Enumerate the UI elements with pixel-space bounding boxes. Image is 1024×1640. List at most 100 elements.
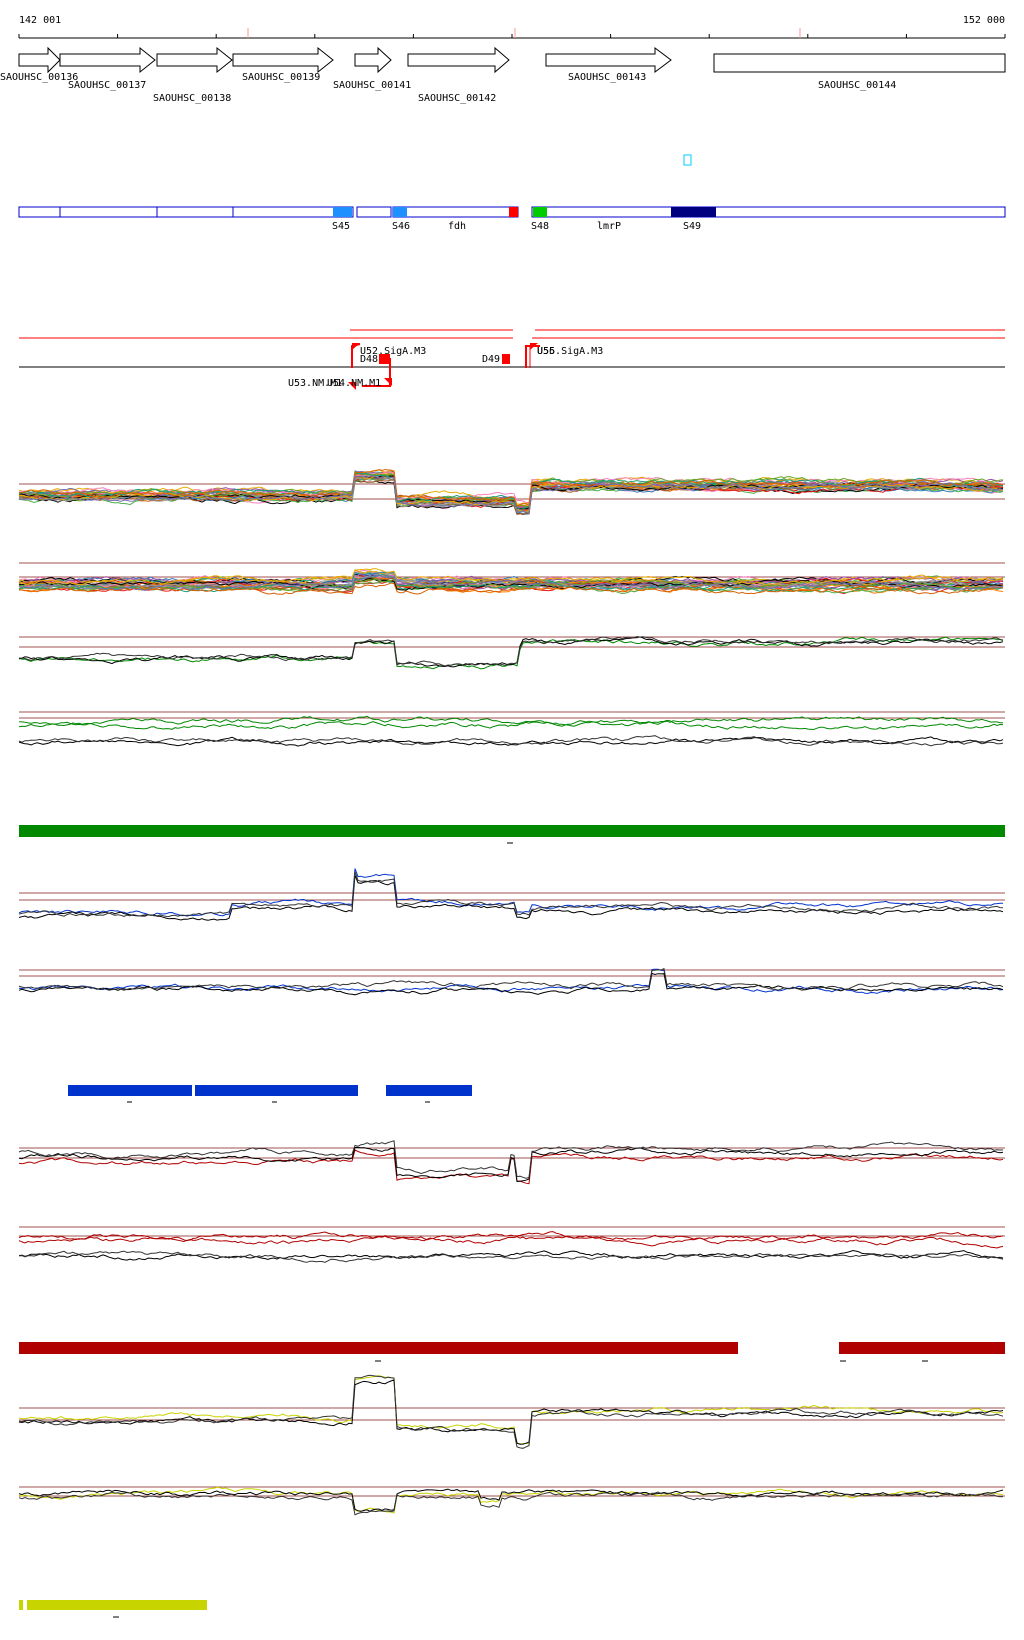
annotation-label: U52.SigA.M3	[360, 346, 426, 357]
segment-label: fdh	[448, 221, 466, 232]
annotation-bracket-D48	[362, 358, 391, 387]
annotation-label: U56	[537, 346, 555, 357]
annotation-label: U55.SigA.M3	[537, 346, 603, 357]
annotation-label: U53.NM.M1	[288, 378, 342, 389]
profile-trace	[18, 735, 1004, 747]
red-profile-track-2b	[18, 1249, 1004, 1263]
profile-trace	[18, 636, 1004, 668]
ruler-ticks	[18, 28, 1006, 38]
annotation-track: U52.SigA.M3 D48 U53.NM.M1 U54.NM.M1 D49 …	[19, 329, 1005, 390]
gene-SAOUHSC_00143[interactable]: SAOUHSC_00143	[545, 47, 672, 83]
annotation-label: U54.NM.M1	[327, 378, 381, 389]
gene-track: SAOUHSC_00136 SAOUHSC_00137 SAOUHSC_0013…	[0, 46, 1006, 104]
segment-label: S49	[683, 221, 701, 232]
yellow-expression-bar[interactable]	[27, 1600, 207, 1610]
yellow-expression-bar[interactable]	[19, 1600, 23, 1610]
annotation-label: D49	[482, 354, 500, 365]
profile-trace	[18, 875, 1004, 921]
yellow-expression-bar-track	[19, 1600, 207, 1618]
cyan-marker	[683, 154, 692, 166]
annotation-arrow-U52	[352, 343, 360, 350]
gene-SAOUHSC_00144[interactable]: SAOUHSC_00144	[713, 53, 1006, 91]
annotation-label: D48	[360, 354, 378, 365]
gene-label: SAOUHSC_00141	[333, 80, 411, 91]
expression-profiles	[18, 469, 1005, 1516]
profile-trace	[18, 574, 1004, 593]
segment-bar-1	[18, 206, 354, 218]
segment-bar-4	[531, 206, 1006, 218]
profile-trace	[19, 636, 1004, 667]
segment-S49[interactable]	[671, 207, 716, 217]
segment-label: S46	[392, 221, 410, 232]
multi-profile-track-1	[18, 469, 1005, 516]
profile-trace	[18, 574, 1004, 591]
gene-SAOUHSC_00136[interactable]: SAOUHSC_00136	[0, 46, 78, 83]
gene-label: SAOUHSC_00142	[418, 93, 496, 104]
red-expression-bar[interactable]	[19, 1342, 738, 1354]
yellow-profile-track-2	[18, 1486, 1005, 1516]
profile-trace	[18, 1250, 1004, 1263]
profile-trace	[18, 573, 1004, 586]
annotation-bracket-U55[interactable]	[525, 345, 540, 368]
segment-label: lmrP	[597, 221, 621, 232]
annotation-arrow-U54	[384, 378, 392, 386]
profile-trace	[18, 715, 1004, 727]
gene-SAOUHSC_00141[interactable]: SAOUHSC_00141	[333, 46, 411, 91]
profile-trace	[18, 972, 1004, 996]
yellow-profile-track-1	[18, 1374, 1005, 1449]
profile-trace	[18, 967, 1004, 991]
gene-SAOUHSC_00137[interactable]: SAOUHSC_00137	[59, 46, 156, 91]
annotation-D48[interactable]	[379, 354, 390, 364]
profile-trace	[18, 569, 1004, 585]
profile-trace	[18, 1146, 1004, 1183]
segment-bar-2	[356, 206, 392, 218]
blue-expression-bar[interactable]	[68, 1085, 192, 1096]
green-profile-track-2b	[18, 735, 1004, 747]
profile-trace	[18, 719, 1004, 730]
red-expression-bar[interactable]	[839, 1342, 1005, 1354]
gene-label: SAOUHSC_00138	[153, 93, 231, 104]
segment-S48[interactable]	[533, 207, 547, 217]
blue-expression-bar[interactable]	[195, 1085, 358, 1096]
gene-SAOUHSC_00142[interactable]: SAOUHSC_00142	[407, 46, 510, 104]
profile-trace	[18, 1374, 1004, 1445]
gene-label: SAOUHSC_00139	[242, 72, 320, 83]
annotation-D49[interactable]	[502, 354, 510, 364]
segment-label: S45	[332, 221, 350, 232]
profile-trace	[18, 471, 1004, 508]
segment-bar-3	[392, 206, 519, 218]
red-expression-bar-track	[19, 1342, 1005, 1362]
segment-S45[interactable]	[333, 207, 352, 217]
profile-trace	[18, 1249, 1004, 1261]
segment-S46[interactable]	[393, 207, 407, 217]
profile-trace	[18, 1374, 1004, 1449]
green-profile-track-2	[18, 711, 1005, 730]
blue-profile-track-1	[18, 868, 1005, 921]
segment-red-end	[509, 207, 518, 217]
green-profile-track-1	[18, 636, 1005, 670]
profile-trace	[18, 475, 1004, 513]
blue-expression-bar-track	[68, 1085, 472, 1103]
ruler-start-label: 142 001	[19, 15, 61, 26]
profile-trace	[18, 1491, 1004, 1516]
gene-SAOUHSC_00138[interactable]: SAOUHSC_00138	[153, 46, 233, 104]
blue-expression-bar[interactable]	[386, 1085, 472, 1096]
red-profile-track-1	[18, 1140, 1005, 1185]
green-expression-bar[interactable]	[19, 825, 1005, 837]
profile-trace	[18, 871, 1004, 918]
blue-profile-track-2	[18, 967, 1005, 996]
gene-label: SAOUHSC_00143	[568, 72, 646, 83]
multi-profile-track-2	[18, 562, 1005, 595]
profile-trace	[18, 1379, 1004, 1445]
red-profile-track-2	[18, 1226, 1005, 1249]
profile-trace	[18, 1140, 1004, 1179]
profile-trace	[18, 1231, 1004, 1243]
gene-SAOUHSC_00139[interactable]: SAOUHSC_00139	[232, 46, 334, 83]
gene-label: SAOUHSC_00136	[0, 72, 78, 83]
gene-label: SAOUHSC_00144	[818, 80, 896, 91]
profile-trace	[18, 1235, 1004, 1249]
segment-track: S45 S46 fdh S48 lmrP S49	[18, 206, 1006, 232]
profile-trace	[19, 582, 1004, 595]
segment-label: S48	[531, 221, 549, 232]
